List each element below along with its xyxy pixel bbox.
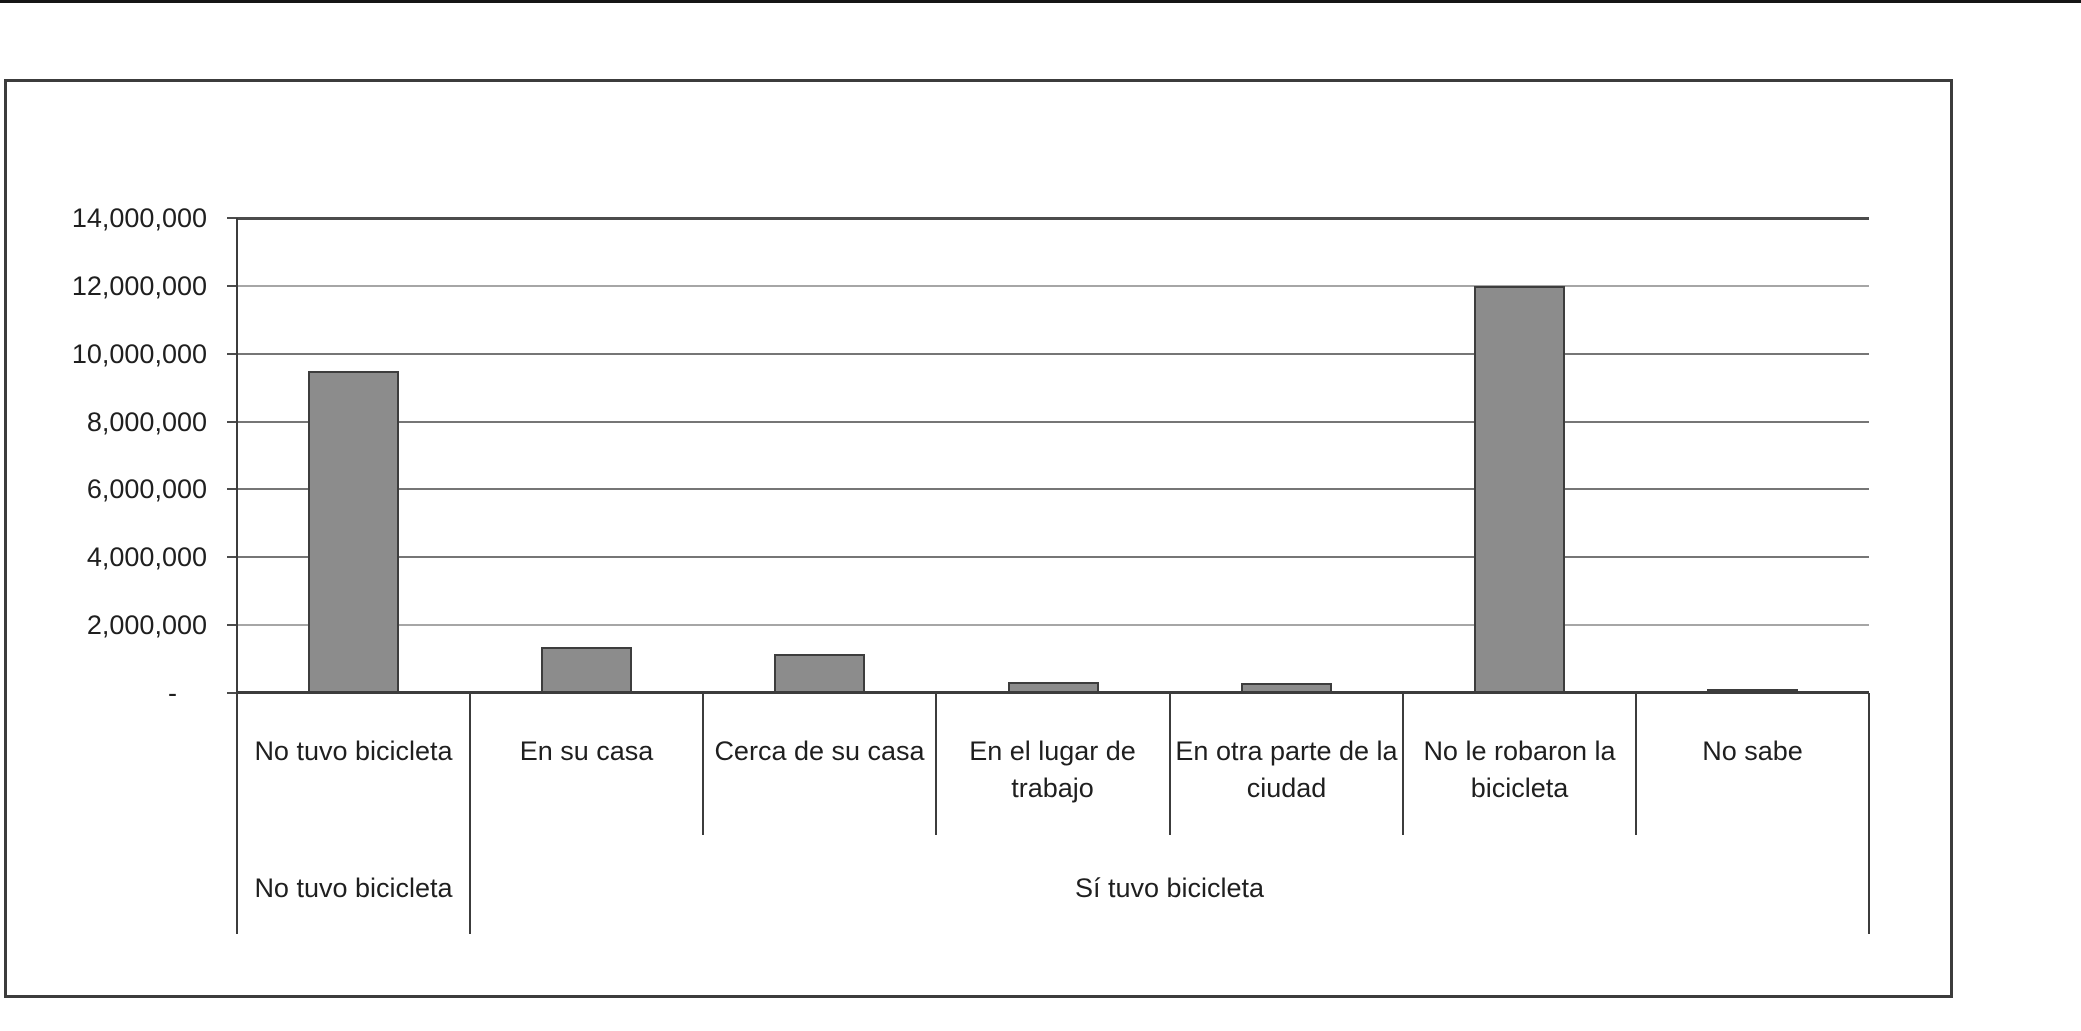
- gridline: [237, 217, 1869, 220]
- group-separator-line: [469, 693, 471, 934]
- y-tick-label: 4,000,000: [86, 542, 207, 572]
- category-area-right-line: [1868, 693, 1870, 934]
- y-tick-label: 2,000,000: [86, 610, 207, 640]
- category-separator: [1402, 693, 1404, 835]
- category-separator: [935, 693, 937, 835]
- y-tick-label: -: [168, 678, 177, 708]
- group-label-si-tuvo-bicicleta: Sí tuvo bicicleta: [1074, 873, 1265, 903]
- category-separator: [1635, 693, 1637, 835]
- y-axis-line: [236, 218, 238, 934]
- category-label: En el lugar de trabajo: [969, 736, 1136, 803]
- y-tick-label: 6,000,000: [86, 474, 207, 504]
- group-label-no-tuvo-bicicleta: No tuvo bicicleta: [254, 873, 453, 903]
- category-label: No sabe: [1702, 736, 1803, 766]
- gridline: [237, 488, 1869, 490]
- category-label: No le robaron la bicicleta: [1423, 736, 1616, 803]
- y-axis-tick: [227, 692, 237, 694]
- category-label: En su casa: [519, 736, 654, 766]
- gridline: [237, 285, 1869, 287]
- category-separator: [1169, 693, 1171, 835]
- y-axis-tick: [227, 285, 237, 287]
- gridline: [237, 556, 1869, 558]
- category-label: Cerca de su casa: [714, 736, 925, 766]
- gridline: [237, 421, 1869, 423]
- bar: [1241, 683, 1332, 693]
- y-tick-label: 10,000,000: [71, 339, 207, 369]
- category-label: No tuvo bicicleta: [254, 736, 453, 766]
- category-label: En otra parte de la ciudad: [1175, 736, 1398, 803]
- y-axis-tick: [227, 217, 237, 219]
- gridline: [237, 624, 1869, 626]
- bar: [308, 371, 399, 693]
- y-tick-label: 12,000,000: [71, 271, 207, 301]
- gridline: [237, 353, 1869, 355]
- y-tick-label: 8,000,000: [86, 407, 207, 437]
- x-axis-line: [237, 691, 1869, 694]
- y-axis-tick: [227, 624, 237, 626]
- y-tick-label: 14,000,000: [71, 203, 207, 233]
- bar: [774, 654, 865, 693]
- category-separator: [702, 693, 704, 835]
- bar: [1474, 286, 1565, 693]
- y-axis-tick: [227, 353, 237, 355]
- bar: [541, 647, 632, 693]
- bar: [1008, 682, 1099, 693]
- y-axis-tick: [227, 556, 237, 558]
- y-axis-tick: [227, 488, 237, 490]
- y-axis-tick: [227, 421, 237, 423]
- page-top-border: [0, 0, 2081, 3]
